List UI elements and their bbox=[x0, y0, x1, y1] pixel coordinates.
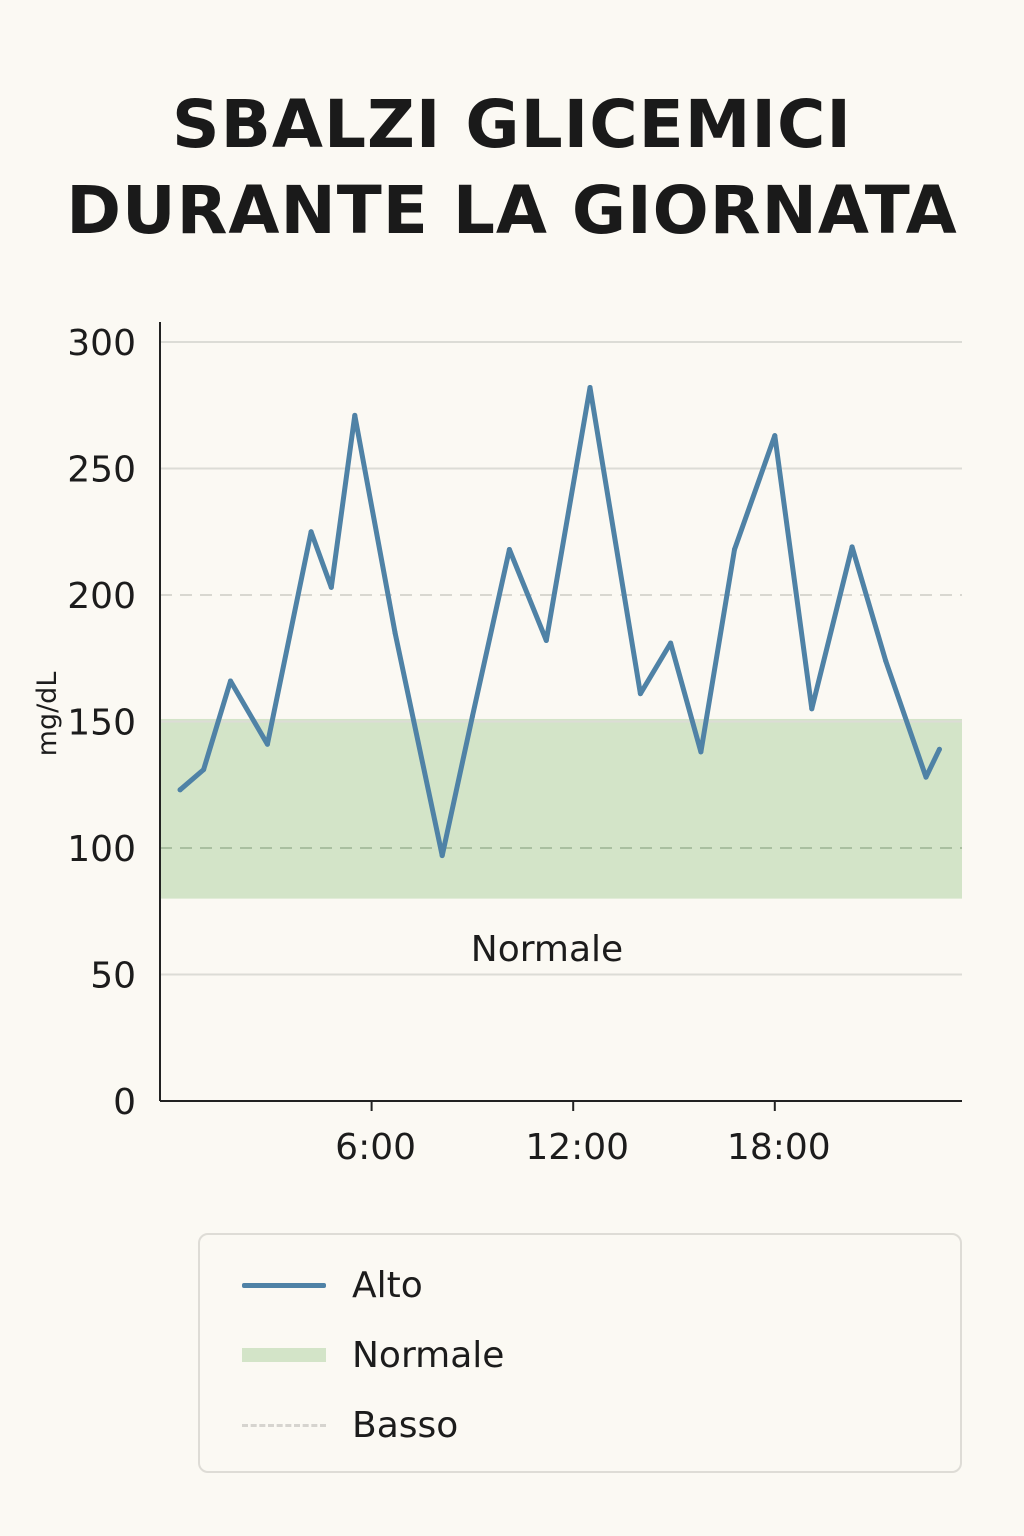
axes-layer bbox=[159, 322, 962, 1111]
data-point bbox=[469, 713, 475, 719]
y-tick-label-150: 150 bbox=[67, 703, 136, 744]
x-tick-label-12: 12:00 bbox=[525, 1127, 629, 1168]
data-point bbox=[668, 640, 674, 646]
legend-label-basso: Basso bbox=[352, 1404, 459, 1446]
data-point bbox=[936, 746, 942, 752]
data-point bbox=[201, 767, 207, 773]
y-tick-label-100: 100 bbox=[67, 829, 136, 870]
data-point bbox=[439, 853, 445, 859]
data-point bbox=[883, 658, 889, 664]
data-point bbox=[637, 691, 643, 697]
legend-item-alto: Alto bbox=[242, 1260, 423, 1310]
data-point bbox=[177, 787, 183, 793]
chart-title-line-2: DURANTE LA GIORNATA bbox=[66, 172, 958, 249]
data-point bbox=[264, 741, 270, 747]
data-point bbox=[506, 546, 512, 552]
y-tick-label-200: 200 bbox=[67, 576, 136, 617]
normal-range-band bbox=[160, 718, 962, 899]
legend-item-basso: Basso bbox=[242, 1400, 458, 1450]
y-tick-label-50: 50 bbox=[90, 956, 136, 997]
data-point bbox=[392, 630, 398, 636]
chart-title-line-1: SBALZI GLICEMICI bbox=[172, 86, 852, 163]
labels-layer: Normale 0 50 100 150 200 250 300 6:00 12:00 18:00 m… bbox=[32, 323, 831, 1168]
data-point bbox=[698, 749, 704, 755]
data-point bbox=[328, 584, 334, 590]
chart-title: SBALZI GLICEMICI DURANTE LA GIORNATA bbox=[0, 82, 1024, 254]
legend-swatch-line bbox=[242, 1282, 326, 1288]
x-tick-label-18: 18:00 bbox=[727, 1127, 831, 1168]
data-point bbox=[227, 678, 233, 684]
y-tick-label-300: 300 bbox=[67, 323, 136, 364]
data-point bbox=[543, 638, 549, 644]
legend: Alto Normale Basso bbox=[198, 1233, 962, 1473]
gridlines-layer bbox=[160, 341, 962, 976]
data-point bbox=[809, 706, 815, 712]
y-axis-label: mg/dL bbox=[32, 672, 63, 757]
legend-label-normale: Normale bbox=[352, 1334, 505, 1376]
data-point bbox=[587, 385, 593, 391]
x-tick-label-6: 6:00 bbox=[335, 1127, 416, 1168]
series-layer bbox=[177, 385, 942, 859]
legend-item-normale: Normale bbox=[242, 1330, 504, 1380]
legend-swatch-band bbox=[242, 1348, 326, 1362]
data-point bbox=[731, 546, 737, 552]
data-point bbox=[308, 529, 314, 535]
normal-band-layer bbox=[160, 718, 962, 899]
normal-band-label: Normale bbox=[471, 929, 623, 970]
data-point bbox=[923, 774, 929, 780]
legend-label-alto: Alto bbox=[352, 1264, 423, 1306]
data-point bbox=[772, 433, 778, 439]
y-tick-label-250: 250 bbox=[67, 450, 136, 491]
legend-swatch-dashed bbox=[242, 1423, 326, 1427]
data-point bbox=[849, 544, 855, 550]
y-tick-label-0: 0 bbox=[113, 1082, 136, 1123]
data-point bbox=[352, 412, 358, 418]
